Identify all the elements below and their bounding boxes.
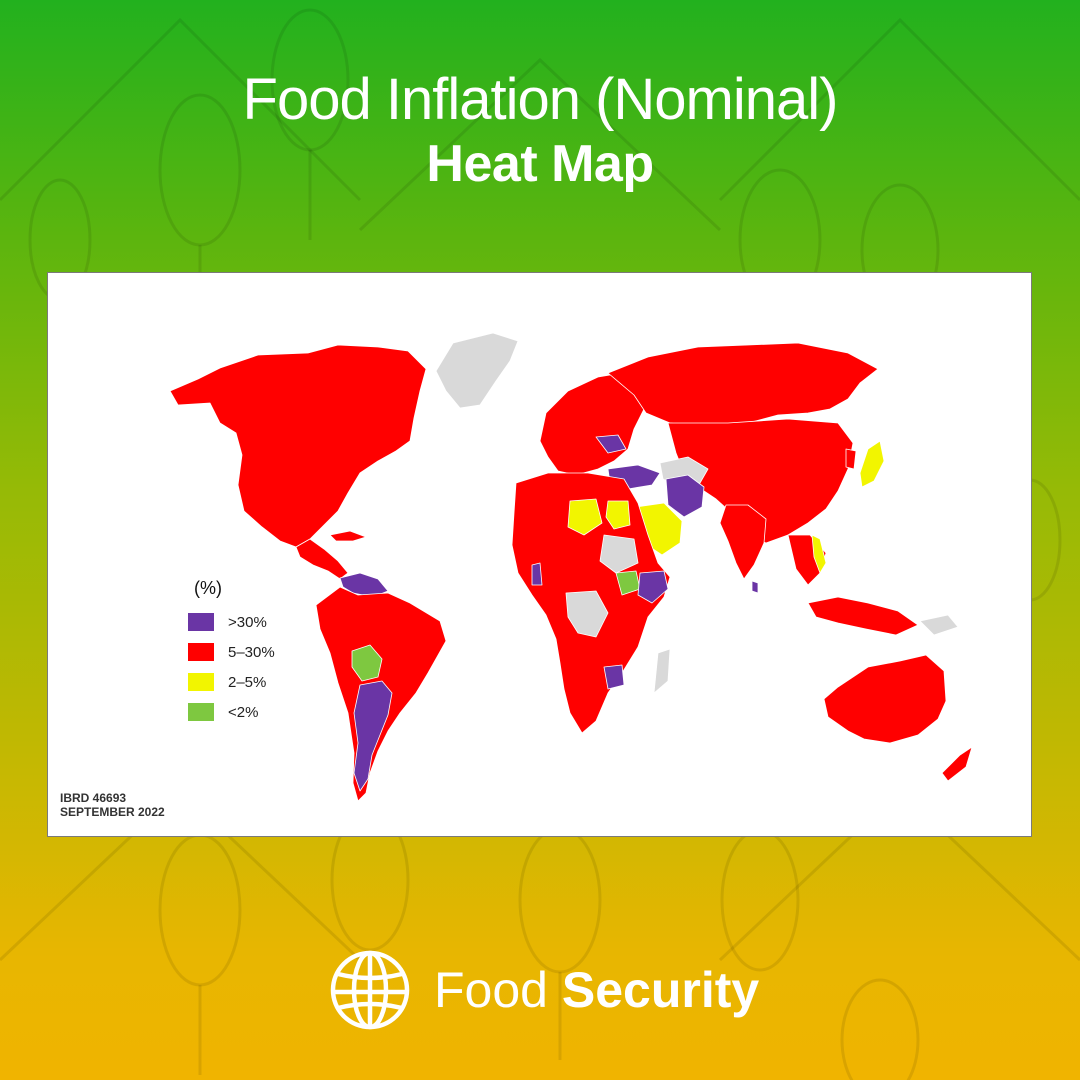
egypt-region — [605, 500, 631, 530]
russia-region — [607, 342, 879, 428]
australia-region — [823, 654, 947, 744]
source-id: IBRD 46693 — [60, 791, 127, 805]
north-america-region — [169, 344, 427, 548]
legend-title: (%) — [194, 578, 222, 598]
legend-swatch — [188, 643, 214, 661]
legend-label: <2% — [228, 703, 259, 721]
caribbean-region — [329, 530, 367, 542]
greenland-region — [435, 332, 519, 409]
korea-region — [845, 448, 857, 470]
map-source-note: IBRD 46693 SEPTEMBER 2022 — [60, 791, 165, 819]
ethiopia-region — [637, 570, 669, 604]
legend-swatch — [188, 703, 214, 721]
legend-swatch — [188, 673, 214, 691]
vietnam-region — [811, 534, 827, 574]
japan-region — [859, 440, 885, 488]
zimbabwe-region — [603, 664, 625, 690]
source-date: SEPTEMBER 2022 — [60, 805, 165, 819]
new-zealand-region — [941, 746, 973, 782]
legend-swatch — [188, 613, 214, 631]
legend-item: 5–30% — [188, 637, 275, 667]
footer-brand-bold: Security — [561, 962, 760, 1018]
ukraine-region — [595, 434, 627, 454]
bolivia-region — [351, 644, 383, 682]
sri-lanka-region — [751, 580, 759, 594]
globe-icon — [330, 950, 410, 1030]
central-africa-region — [565, 590, 609, 638]
footer-brand-light: Food — [434, 962, 548, 1018]
central-america-region — [295, 538, 349, 580]
argentina-region — [353, 680, 393, 792]
legend-item: >30% — [188, 607, 275, 637]
sahel-region — [599, 534, 639, 574]
world-map — [169, 332, 973, 802]
footer-brand: Food Security — [328, 948, 759, 1032]
heat-map-card: (%) >30% 5–30% 2–5% <2% IBRD 46693 SEPTE… — [47, 272, 1032, 837]
legend-item: <2% — [188, 697, 275, 727]
title-line-1: Food Inflation (Nominal) — [242, 67, 839, 132]
iran-region — [665, 474, 705, 518]
legend-label: >30% — [228, 613, 267, 631]
ghana-region — [531, 562, 543, 586]
legend-label: 5–30% — [228, 643, 275, 661]
india-region — [719, 504, 767, 580]
legend-item: 2–5% — [188, 667, 275, 697]
legend-label: 2–5% — [228, 673, 267, 691]
papua-region — [919, 614, 959, 636]
title-line-2: Heat Map — [426, 135, 654, 193]
indonesia-region — [807, 596, 919, 636]
libya-region — [567, 498, 603, 536]
madagascar-region — [653, 648, 671, 694]
map-legend: (%) >30% 5–30% 2–5% <2% — [188, 578, 275, 727]
